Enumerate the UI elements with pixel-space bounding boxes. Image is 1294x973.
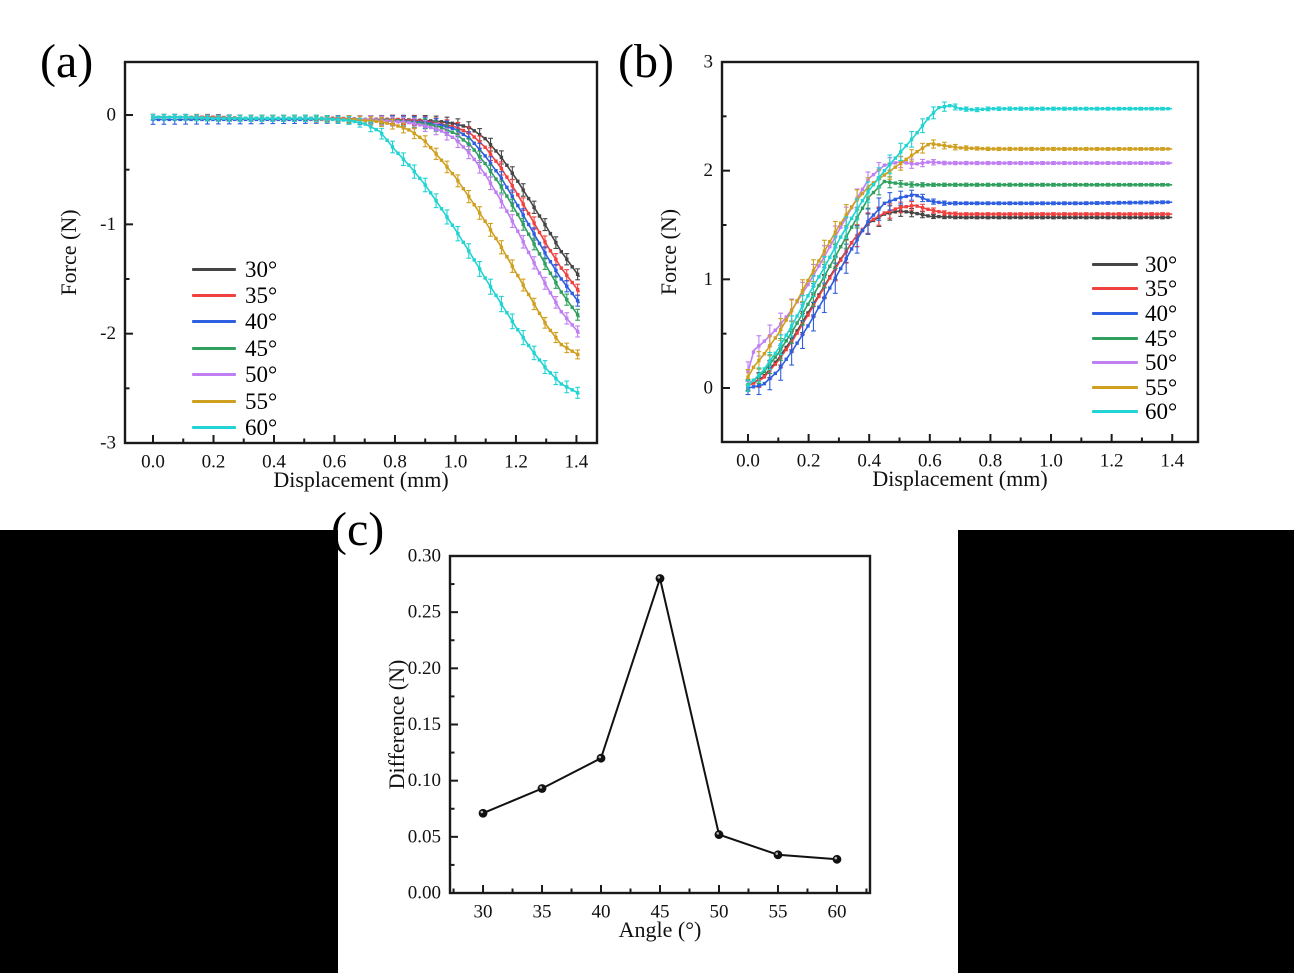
- y-tick-label: 2: [704, 160, 714, 181]
- y-axis-title: Force (N): [56, 209, 81, 295]
- x-tick-label: 1.4: [565, 452, 589, 473]
- y-tick-label: 0.10: [408, 770, 441, 791]
- legend-label: 60°: [245, 415, 278, 441]
- y-tick-label: -3: [100, 433, 116, 454]
- legend-label: 35°: [245, 283, 278, 309]
- legend-label: 50°: [1145, 350, 1178, 376]
- y-tick-label: 0: [107, 105, 117, 126]
- x-tick-label: 0.0: [141, 452, 165, 473]
- y-tick-label: 0.15: [408, 714, 441, 735]
- panel-label-a: (a): [40, 35, 94, 88]
- y-tick-label: 3: [704, 52, 714, 73]
- x-tick-label: 30: [474, 902, 493, 923]
- y-axis-title: Force (N): [656, 209, 681, 295]
- x-tick-label: 0.6: [918, 451, 942, 472]
- legend-line-sample: [1092, 336, 1138, 340]
- x-tick-label: 0.2: [797, 451, 821, 472]
- axes-c: 30 35 40 45 50 55 60 0.00 0.05 0.10 0.15 0.20 0.25 0.…: [384, 546, 872, 942]
- black-mask-left: [0, 530, 338, 973]
- legend-item-45°: 45°: [192, 335, 277, 361]
- legend-line-sample: [1092, 262, 1138, 266]
- x-tick-label: 0.6: [323, 452, 347, 473]
- x-tick-label: 1.2: [504, 452, 528, 473]
- legend-line-sample: [1092, 311, 1138, 315]
- y-tick-label: 0.20: [408, 658, 441, 679]
- x-axis-title: Angle (°): [619, 917, 702, 942]
- x-tick-label: 45: [651, 902, 670, 923]
- x-tick-label: 35: [533, 902, 552, 923]
- y-axis-title: Difference (N): [384, 660, 409, 790]
- x-tick-label: 0.0: [736, 451, 760, 472]
- y-tick-label: -1: [100, 214, 116, 235]
- legend-label: 35°: [1145, 276, 1178, 302]
- legend-line-sample: [192, 373, 236, 377]
- legend-item-60°: 60°: [192, 414, 277, 440]
- series-difference: [478, 574, 842, 864]
- x-axis-title: Displacement (mm): [273, 467, 448, 492]
- legend-line-sample: [1092, 287, 1138, 291]
- legend-line-sample: [192, 399, 236, 403]
- legend-item-30°: 30°: [1092, 252, 1177, 277]
- legend-item-40°: 40°: [192, 309, 277, 335]
- legend-label: 45°: [1145, 325, 1178, 351]
- legend-line-sample: [192, 267, 236, 271]
- legend-label: 50°: [245, 362, 278, 388]
- x-tick-label: 0.2: [202, 452, 226, 473]
- x-axis-title: Displacement (mm): [872, 466, 1047, 491]
- legend-item-40°: 40°: [1092, 301, 1177, 326]
- legend-panel-b: 30° 35° 40° 45° 50° 55° 60°: [1092, 252, 1177, 424]
- x-tick-label: 1.0: [444, 452, 468, 473]
- x-tick-label: 55: [768, 902, 787, 923]
- x-tick-label: 0.8: [383, 452, 407, 473]
- panel-label-c: (c): [331, 503, 385, 556]
- y-tick-label: 0: [704, 377, 714, 398]
- y-tick-label: 0.05: [408, 826, 441, 847]
- x-tick-label: 0.8: [979, 451, 1003, 472]
- legend-item-45°: 45°: [1092, 326, 1177, 351]
- legend-line-sample: [192, 294, 236, 298]
- x-tick-label: 0.4: [857, 451, 881, 472]
- legend-item-50°: 50°: [1092, 350, 1177, 375]
- legend-item-30°: 30°: [192, 256, 277, 282]
- y-tick-label: 0.30: [408, 546, 441, 567]
- x-tick-label: 50: [709, 902, 728, 923]
- series-30°: [150, 113, 581, 281]
- y-tick-label: 0.25: [408, 602, 441, 623]
- legend-item-50°: 50°: [192, 362, 277, 388]
- axes-a: 0.0 0.2 0.4 0.6 0.8 1.0 1.2 1.4 0 -1 -2 -3 Displacem…: [56, 60, 599, 492]
- x-tick-label: 0.4: [262, 452, 286, 473]
- black-mask-right: [958, 530, 1294, 973]
- legend-line-sample: [192, 426, 236, 430]
- x-tick-label: 60: [827, 902, 846, 923]
- panel-label-b: (b): [618, 35, 674, 88]
- legend-line-sample: [192, 320, 236, 324]
- legend-item-55°: 55°: [1092, 375, 1177, 400]
- legend-item-60°: 60°: [1092, 400, 1177, 425]
- legend-panel-a: 30° 35° 40° 45° 50° 55° 60°: [192, 256, 277, 441]
- x-tick-label: 1.2: [1100, 451, 1124, 472]
- legend-label: 55°: [245, 388, 278, 414]
- legend-line-sample: [1092, 361, 1138, 365]
- legend-label: 40°: [245, 309, 278, 335]
- legend-line-sample: [192, 346, 236, 350]
- y-tick-label: -2: [100, 323, 116, 344]
- legend-item-55°: 55°: [192, 388, 277, 414]
- legend-label: 30°: [245, 256, 278, 282]
- legend-item-35°: 35°: [1092, 277, 1177, 302]
- x-tick-label: 1.4: [1160, 451, 1184, 472]
- legend-label: 40°: [1145, 300, 1178, 326]
- x-tick-label: 1.0: [1039, 451, 1063, 472]
- legend-label: 60°: [1145, 399, 1178, 425]
- legend-line-sample: [1092, 410, 1138, 414]
- y-tick-label: 0.00: [408, 883, 441, 904]
- legend-label: 55°: [1145, 374, 1178, 400]
- y-tick-label: 1: [704, 269, 714, 290]
- legend-label: 30°: [1145, 251, 1178, 277]
- x-tick-label: 40: [592, 902, 611, 923]
- legend-item-35°: 35°: [192, 282, 277, 308]
- legend-line-sample: [1092, 385, 1138, 389]
- legend-label: 45°: [245, 335, 278, 361]
